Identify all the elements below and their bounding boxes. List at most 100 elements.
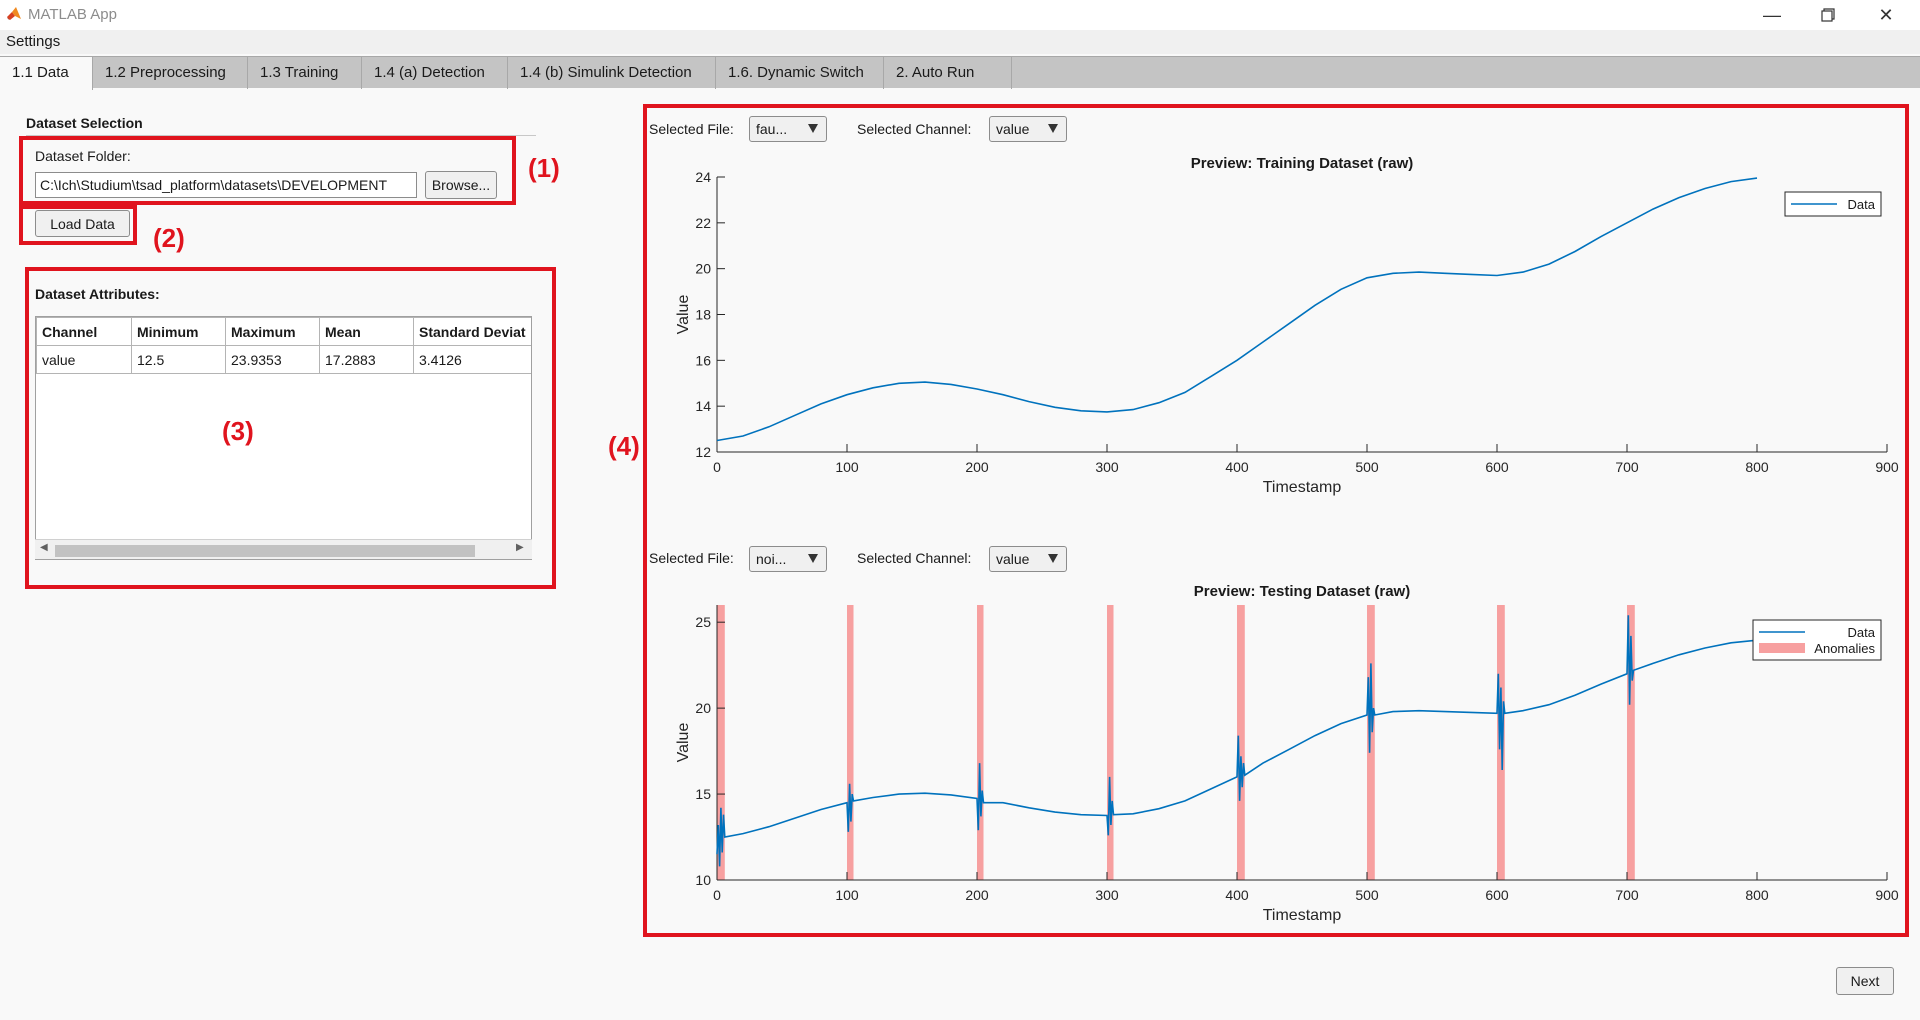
selected-file-label: Selected File: [649,550,734,566]
selected-channel-label: Selected Channel: [857,550,972,566]
legend-label: Data [1848,197,1876,212]
testing-channel-dropdown[interactable]: value [989,546,1067,572]
x-tick-label: 300 [1095,887,1119,903]
y-axis-label: Value [675,723,692,763]
tab-training[interactable]: 1.3 Training [248,57,362,89]
dropdown-value: noi... [756,551,787,567]
menu-bar [0,30,1920,54]
training-channel-dropdown[interactable]: value [989,116,1067,142]
dataset-selection-heading: Dataset Selection [26,115,143,131]
y-tick-label: 12 [695,444,711,460]
load-data-button[interactable]: Load Data [35,210,130,237]
y-tick-label: 14 [695,398,711,414]
x-tick-label: 800 [1745,459,1769,475]
next-button[interactable]: Next [1836,967,1894,995]
x-tick-label: 900 [1875,887,1899,903]
y-tick-label: 24 [695,169,711,185]
selected-file-label: Selected File: [649,121,734,137]
chart-title: Preview: Testing Dataset (raw) [1194,583,1410,600]
tab-strip: 1.1 Data 1.2 Preprocessing 1.3 Training … [0,56,1920,90]
x-tick-label: 700 [1615,887,1639,903]
table-cell: 12.5 [131,345,226,374]
annotation-label-2: (2) [153,223,185,253]
column-header[interactable]: Channel [36,317,132,346]
training-file-dropdown[interactable]: fau... [749,116,827,142]
window-title: MATLAB App [28,6,117,23]
scrollbar-thumb[interactable] [55,545,475,557]
chart-title: Preview: Training Dataset (raw) [1191,155,1414,172]
column-header[interactable]: Minimum [131,317,226,346]
tab-dynamic-switch[interactable]: 1.6. Dynamic Switch [716,57,884,89]
divider [26,135,536,136]
x-tick-label: 100 [835,887,859,903]
tab-preprocessing[interactable]: 1.2 Preprocessing [93,57,248,89]
column-header[interactable]: Maximum [225,317,320,346]
scroll-right-icon[interactable]: ▶ [516,542,524,553]
anomaly-band [1497,605,1505,880]
title-bar [0,0,1920,30]
matlab-icon [7,7,21,20]
tab-detection[interactable]: 1.4 (a) Detection [362,57,508,89]
annotation-label-4: (4) [608,431,640,461]
table-header-row: Channel Minimum Maximum Mean Standard De… [36,317,531,346]
series-line [716,615,1758,867]
x-tick-label: 800 [1745,887,1769,903]
x-tick-label: 600 [1485,887,1509,903]
menu-settings[interactable]: Settings [6,33,61,50]
table-cell: value [36,345,132,374]
legend-box [1752,619,1882,661]
legend-swatch-patch [1759,643,1805,653]
x-tick-label: 400 [1225,887,1249,903]
chevron-down-icon [808,124,818,133]
annotation-box-4 [643,104,1909,937]
tab-auto-run[interactable]: 2. Auto Run [884,57,1012,89]
annotation-box-3 [25,267,556,589]
x-tick-label: 0 [713,459,721,475]
column-header[interactable]: Standard Deviat [413,317,531,346]
anomaly-band [1107,605,1114,880]
series-line [716,177,1758,442]
tab-simulink-detection[interactable]: 1.4 (b) Simulink Detection [508,57,716,89]
y-tick-label: 15 [695,786,711,802]
chevron-down-icon [808,554,818,563]
column-header[interactable]: Mean [319,317,414,346]
training-preview-chart[interactable]: 0 100 200 300 400 500 600 700 800 900 12 14 16 18 20 22… [660,150,1900,500]
horizontal-scrollbar[interactable]: ◀ ▶ [35,539,532,559]
chevron-down-icon [1048,554,1058,563]
testing-preview-chart[interactable]: 0 100 200 300 400 500 600 700 800 900 10 15 20 25 Prev… [660,578,1900,928]
x-tick-label: 0 [713,887,721,903]
x-tick-label: 500 [1355,459,1379,475]
tab-data[interactable]: 1.1 Data [0,57,93,90]
close-icon[interactable]: ✕ [1878,4,1894,25]
annotation-label-1: (1) [528,153,560,183]
annotation-label-3: (3) [222,416,254,446]
dataset-folder-label: Dataset Folder: [35,148,131,164]
x-tick-label: 600 [1485,459,1509,475]
chevron-down-icon [1048,124,1058,133]
y-tick-label: 10 [695,872,711,888]
dropdown-value: fau... [756,121,788,137]
x-tick-label: 700 [1615,459,1639,475]
testing-file-dropdown[interactable]: noi... [749,546,827,572]
attributes-table[interactable]: Channel Minimum Maximum Mean Standard De… [35,316,532,560]
restore-icon[interactable] [1800,0,1856,30]
table-row[interactable]: value 12.5 23.9353 17.2883 3.4126 [36,345,531,374]
anomaly-band [1237,605,1245,880]
x-tick-label: 900 [1875,459,1899,475]
dropdown-value: value [996,551,1030,567]
anomaly-band [847,605,854,880]
browse-button[interactable]: Browse... [425,171,497,199]
annotation-box-2 [19,205,137,245]
dropdown-value: value [996,121,1030,137]
scroll-left-icon[interactable]: ◀ [40,542,48,553]
minimize-icon[interactable]: — [1763,4,1781,25]
x-tick-label: 200 [965,887,989,903]
anomaly-band [717,605,725,880]
y-tick-label: 20 [695,261,711,277]
x-tick-label: 300 [1095,459,1119,475]
legend-label: Data [1848,625,1876,640]
dataset-folder-input[interactable] [35,172,417,198]
annotation-box-1 [19,136,516,205]
dataset-attributes-heading: Dataset Attributes: [35,286,160,302]
x-axis-label: Timestamp [1263,479,1342,496]
